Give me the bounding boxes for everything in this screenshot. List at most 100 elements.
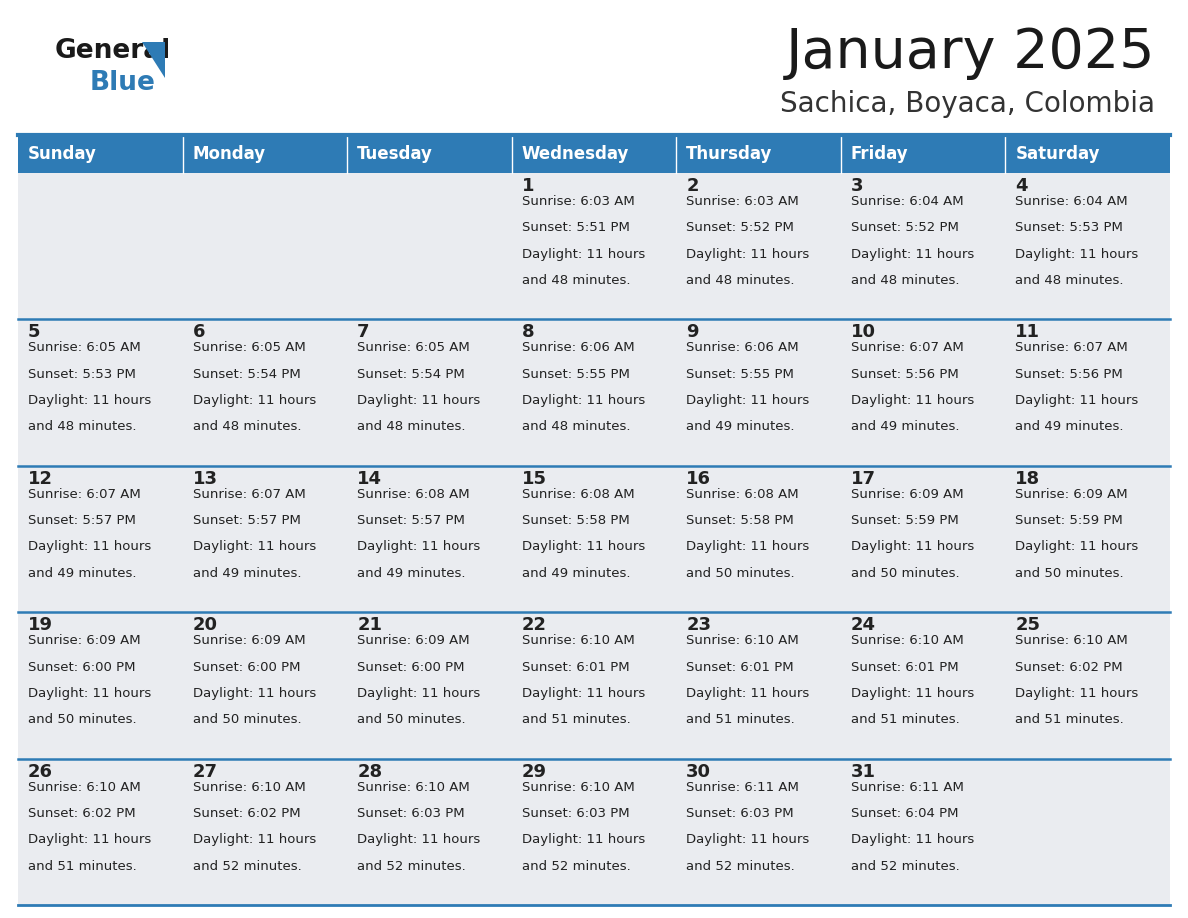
Bar [347,135,512,173]
Text: General: General [55,38,171,64]
Text: Daylight: 11 hours: Daylight: 11 hours [522,248,645,261]
Text: 26: 26 [29,763,53,780]
Text: Sunset: 5:51 PM: Sunset: 5:51 PM [522,221,630,234]
Bar [18,173,183,319]
Text: Sunrise: 6:08 AM: Sunrise: 6:08 AM [522,487,634,501]
Text: and 50 minutes.: and 50 minutes. [29,713,137,726]
Text: Sunset: 6:00 PM: Sunset: 6:00 PM [192,661,301,674]
Text: Sunset: 5:52 PM: Sunset: 5:52 PM [687,221,794,234]
Text: Daylight: 11 hours: Daylight: 11 hours [851,394,974,407]
Text: Daylight: 11 hours: Daylight: 11 hours [29,687,151,700]
Text: Sunset: 6:03 PM: Sunset: 6:03 PM [687,807,794,820]
Text: and 51 minutes.: and 51 minutes. [687,713,795,726]
Text: Sunset: 5:55 PM: Sunset: 5:55 PM [687,368,794,381]
Text: Sunset: 6:04 PM: Sunset: 6:04 PM [851,807,959,820]
Polygon shape [143,42,165,78]
Text: and 49 minutes.: and 49 minutes. [851,420,960,433]
Text: Daylight: 11 hours: Daylight: 11 hours [1016,394,1138,407]
Bar [347,758,512,905]
Text: Sunset: 5:58 PM: Sunset: 5:58 PM [687,514,794,527]
Text: and 52 minutes.: and 52 minutes. [192,859,302,872]
Text: Sunrise: 6:07 AM: Sunrise: 6:07 AM [29,487,140,501]
Text: 24: 24 [851,616,876,634]
Bar [347,319,512,465]
Bar [676,173,841,319]
Text: 15: 15 [522,470,546,487]
Text: Daylight: 11 hours: Daylight: 11 hours [687,541,809,554]
Text: 18: 18 [1016,470,1041,487]
Text: and 48 minutes.: and 48 minutes. [1016,274,1124,287]
Text: Daylight: 11 hours: Daylight: 11 hours [687,394,809,407]
Text: 31: 31 [851,763,876,780]
Text: 29: 29 [522,763,546,780]
Text: Daylight: 11 hours: Daylight: 11 hours [192,541,316,554]
Bar [183,758,347,905]
Text: Sunday: Sunday [29,145,97,163]
Text: Sunset: 6:01 PM: Sunset: 6:01 PM [522,661,630,674]
Bar [512,758,676,905]
Text: 21: 21 [358,616,383,634]
Text: Sunrise: 6:04 AM: Sunrise: 6:04 AM [851,195,963,208]
Bar [676,135,841,173]
Text: Sunrise: 6:06 AM: Sunrise: 6:06 AM [522,341,634,354]
Text: 23: 23 [687,616,712,634]
Text: and 50 minutes.: and 50 minutes. [1016,566,1124,580]
Bar [1005,135,1170,173]
Bar [512,173,676,319]
Text: and 51 minutes.: and 51 minutes. [1016,713,1124,726]
Text: Daylight: 11 hours: Daylight: 11 hours [1016,541,1138,554]
Text: and 48 minutes.: and 48 minutes. [687,274,795,287]
Text: Sunrise: 6:10 AM: Sunrise: 6:10 AM [522,780,634,793]
Text: Sunrise: 6:07 AM: Sunrise: 6:07 AM [192,487,305,501]
Bar [183,465,347,612]
Text: 27: 27 [192,763,217,780]
Text: Sunset: 6:00 PM: Sunset: 6:00 PM [358,661,465,674]
Text: 12: 12 [29,470,53,487]
Text: 30: 30 [687,763,712,780]
Text: and 50 minutes.: and 50 minutes. [687,566,795,580]
Text: Daylight: 11 hours: Daylight: 11 hours [851,541,974,554]
Text: 25: 25 [1016,616,1041,634]
Text: Sunrise: 6:08 AM: Sunrise: 6:08 AM [687,487,798,501]
Text: and 48 minutes.: and 48 minutes. [522,420,630,433]
Text: Daylight: 11 hours: Daylight: 11 hours [29,394,151,407]
Text: and 49 minutes.: and 49 minutes. [29,566,137,580]
Text: and 52 minutes.: and 52 minutes. [851,859,960,872]
Text: Daylight: 11 hours: Daylight: 11 hours [192,687,316,700]
Text: Daylight: 11 hours: Daylight: 11 hours [29,541,151,554]
Text: 16: 16 [687,470,712,487]
Text: Sunrise: 6:11 AM: Sunrise: 6:11 AM [687,780,800,793]
Text: Sunset: 5:56 PM: Sunset: 5:56 PM [1016,368,1123,381]
Text: Daylight: 11 hours: Daylight: 11 hours [851,834,974,846]
Text: 17: 17 [851,470,876,487]
Text: Daylight: 11 hours: Daylight: 11 hours [687,248,809,261]
Text: and 49 minutes.: and 49 minutes. [522,566,630,580]
Text: 10: 10 [851,323,876,341]
Bar [1005,612,1170,758]
Text: Sunrise: 6:03 AM: Sunrise: 6:03 AM [522,195,634,208]
Text: Sunrise: 6:09 AM: Sunrise: 6:09 AM [851,487,963,501]
Text: Sunset: 5:59 PM: Sunset: 5:59 PM [851,514,959,527]
Text: Daylight: 11 hours: Daylight: 11 hours [358,834,480,846]
Text: and 49 minutes.: and 49 minutes. [358,566,466,580]
Text: 7: 7 [358,323,369,341]
Text: Blue: Blue [90,70,156,96]
Bar [1005,173,1170,319]
Text: Sunset: 5:53 PM: Sunset: 5:53 PM [29,368,135,381]
Text: Saturday: Saturday [1016,145,1100,163]
Text: Friday: Friday [851,145,909,163]
Text: Sunset: 6:03 PM: Sunset: 6:03 PM [522,807,630,820]
Text: Sunset: 6:01 PM: Sunset: 6:01 PM [851,661,959,674]
Text: Sunset: 5:57 PM: Sunset: 5:57 PM [358,514,465,527]
Text: and 49 minutes.: and 49 minutes. [687,420,795,433]
Text: Daylight: 11 hours: Daylight: 11 hours [192,394,316,407]
Bar [347,465,512,612]
Bar [676,758,841,905]
Text: Sachica, Boyaca, Colombia: Sachica, Boyaca, Colombia [781,90,1155,118]
Text: Sunset: 5:54 PM: Sunset: 5:54 PM [358,368,465,381]
Bar [841,758,1005,905]
Bar [18,135,183,173]
Bar [676,612,841,758]
Text: Sunrise: 6:09 AM: Sunrise: 6:09 AM [358,634,469,647]
Bar [183,319,347,465]
